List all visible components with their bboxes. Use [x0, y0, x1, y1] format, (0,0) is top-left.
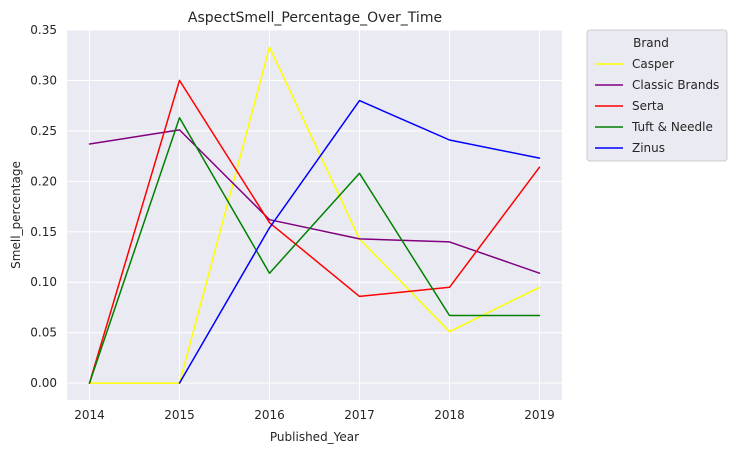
series-line-3: [88, 117, 541, 384]
x-tick-label: 2019: [524, 408, 555, 422]
legend-label: Serta: [632, 99, 664, 113]
plot-area: [67, 30, 562, 400]
series-line-0: [88, 46, 541, 384]
y-axis-ticks: 0.00 0.05 0.10 0.15 0.20 0.25 0.30 0.35: [30, 23, 57, 390]
x-axis-label: Published_Year: [270, 430, 359, 444]
x-tick-label: 2014: [74, 408, 105, 422]
legend-label: Tuft & Needle: [631, 120, 713, 134]
series-layer: [88, 46, 541, 384]
y-tick-label: 0.05: [30, 326, 57, 340]
legend: Brand Casper Classic Brands Serta Tuft & Ne…: [586, 29, 728, 162]
legend-title: Brand: [633, 36, 669, 50]
y-tick-label: 0.25: [30, 124, 57, 138]
y-tick-label: 0.10: [30, 275, 57, 289]
legend-label: Casper: [632, 57, 674, 71]
series-line-4: [178, 99, 541, 384]
x-tick-label: 2015: [164, 408, 195, 422]
y-tick-label: 0.00: [30, 376, 57, 390]
legend-items: Casper Classic Brands Serta Tuft & Needle Zi…: [595, 57, 719, 155]
y-tick-label: 0.35: [30, 23, 57, 37]
chart-title: AspectSmell_Percentage_Over_Time: [188, 10, 442, 26]
y-tick-label: 0.15: [30, 225, 57, 239]
x-axis-ticks: 2014 2015 2016 2017 2018 2019: [74, 408, 555, 422]
x-tick-label: 2018: [434, 408, 465, 422]
x-tick-label: 2017: [344, 408, 375, 422]
y-tick-label: 0.30: [30, 73, 57, 87]
legend-label: Zinus: [632, 141, 665, 155]
series-line-2: [88, 79, 541, 384]
y-axis-label: Smell_percentage: [9, 161, 23, 269]
legend-label: Classic Brands: [632, 78, 719, 92]
legend-box: [586, 29, 728, 162]
x-tick-label: 2016: [254, 408, 285, 422]
y-tick-label: 0.20: [30, 174, 57, 188]
